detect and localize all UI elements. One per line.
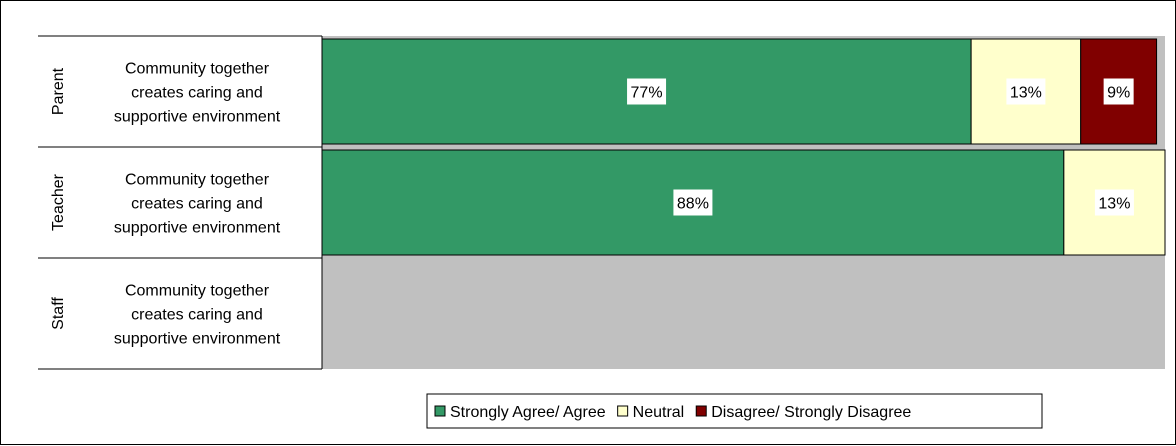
data-label-parent-2: 9%	[1107, 85, 1130, 102]
data-label-parent-1: 13%	[1010, 85, 1042, 102]
legend-swatch-2	[695, 405, 707, 417]
category-label-line: creates caring and	[131, 307, 263, 324]
category-label-line: creates caring and	[131, 196, 263, 213]
category-label-line: supportive environment	[114, 220, 281, 237]
legend-swatch-0	[434, 405, 446, 417]
category-label-line: supportive environment	[114, 109, 281, 126]
group-label-staff: Staff	[50, 297, 67, 330]
data-label-parent-0: 77%	[631, 85, 663, 102]
data-label-bg-teacher-0	[673, 189, 713, 216]
group-label-teacher: Teacher	[50, 173, 67, 231]
data-label-teacher-1: 13%	[1098, 196, 1130, 213]
category-label-line: creates caring and	[131, 85, 263, 102]
data-label-bg-teacher-1	[1094, 189, 1134, 216]
legend-box	[426, 393, 1043, 429]
legend-label-0: Strongly Agree/ Agree	[450, 404, 606, 421]
category-label: Community together creates caring and supp…	[114, 172, 281, 237]
category-label-line: Community together	[125, 283, 270, 300]
category-label-line: supportive environment	[114, 331, 281, 348]
group-label-parent: Parent	[50, 67, 67, 115]
data-label-bg-parent-2	[1103, 78, 1134, 105]
data-label-bg-parent-1	[1006, 78, 1046, 105]
legend-label-2: Disagree/ Strongly Disagree	[711, 404, 911, 421]
category-label: Community together creates caring and supp…	[114, 61, 281, 126]
legend-label-1: Neutral	[633, 404, 685, 421]
data-label-bg-parent-0	[627, 78, 667, 105]
category-label: Community together creates caring and supp…	[114, 283, 281, 348]
category-label-line: Community together	[125, 172, 270, 189]
data-label-teacher-0: 88%	[677, 196, 709, 213]
legend-swatch-1	[617, 405, 629, 417]
category-label-line: Community together	[125, 61, 270, 78]
